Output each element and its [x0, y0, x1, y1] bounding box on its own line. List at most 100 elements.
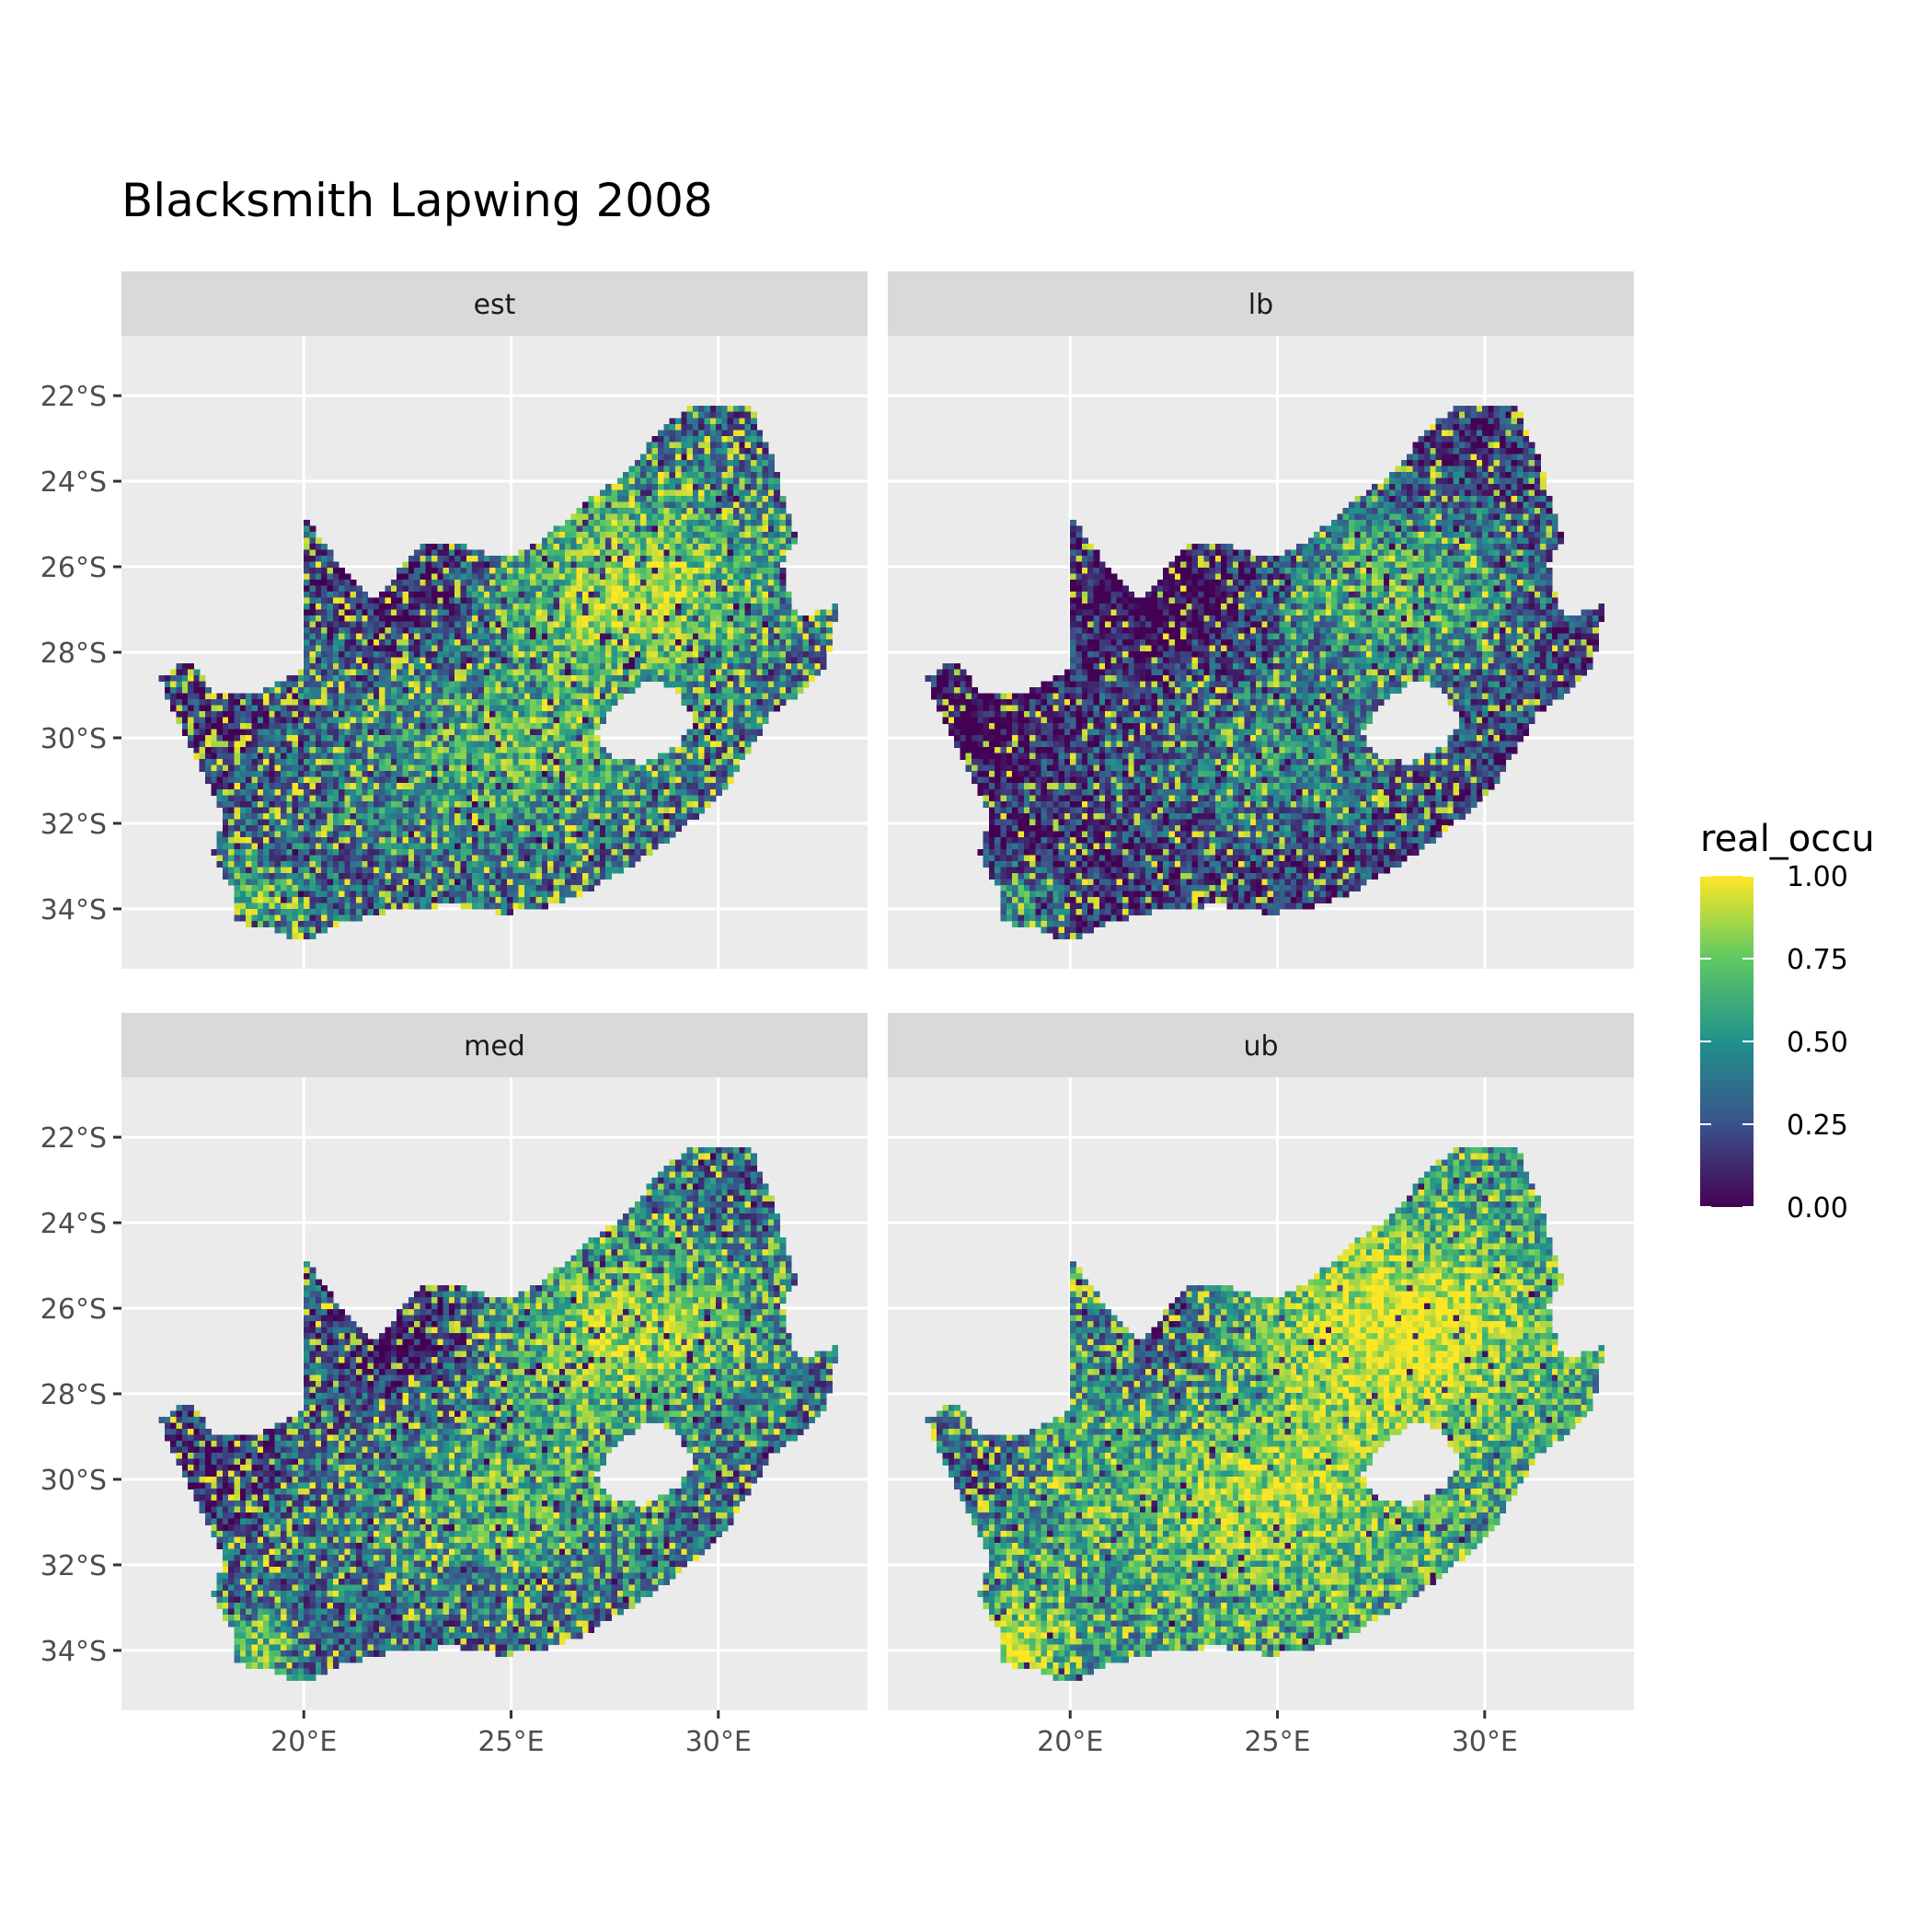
raster-cell: [437, 604, 444, 611]
raster-cell: [443, 604, 450, 611]
raster-cell: [420, 765, 427, 772]
raster-cell: [222, 717, 229, 724]
raster-cell: [646, 471, 653, 478]
raster-cell: [222, 795, 229, 802]
raster-cell: [390, 831, 397, 838]
raster-cell: [616, 800, 624, 808]
raster-cell: [315, 771, 322, 778]
raster-cell: [176, 693, 183, 700]
raster-cell: [767, 477, 775, 485]
raster-cell: [477, 561, 485, 569]
raster-cell: [605, 561, 613, 569]
raster-cell: [611, 812, 618, 820]
raster-cell: [733, 501, 740, 509]
raster-cell: [512, 783, 520, 790]
raster-cell: [681, 800, 688, 808]
raster-cell: [623, 549, 630, 557]
raster-cell: [234, 747, 241, 754]
raster-cell: [425, 609, 432, 616]
raster-cell: [570, 687, 578, 695]
raster-cell: [385, 788, 392, 796]
raster-cell: [507, 663, 513, 671]
raster-cell: [327, 831, 334, 838]
raster-cell: [362, 843, 369, 850]
raster-cell: [512, 663, 520, 671]
raster-cell: [507, 604, 513, 611]
raster-cell: [431, 693, 438, 700]
raster-cell: [762, 477, 769, 485]
raster-cell: [367, 788, 374, 796]
raster-cell: [634, 681, 641, 688]
raster-cell: [339, 807, 345, 814]
raster-cell: [523, 843, 531, 850]
raster-cell: [658, 466, 664, 473]
raster-cell: [472, 759, 479, 766]
raster-cell: [646, 824, 653, 832]
raster-cell: [640, 568, 647, 575]
raster-cell: [547, 663, 555, 671]
raster-cell: [385, 753, 392, 760]
raster-cell: [483, 580, 490, 587]
raster-cell: [523, 573, 531, 581]
raster-cell: [616, 675, 624, 683]
raster-cell: [553, 747, 560, 754]
raster-cell: [472, 836, 479, 844]
raster-cell: [448, 747, 455, 754]
raster-cell: [616, 776, 624, 784]
raster-cell: [809, 633, 815, 640]
raster-cell: [709, 645, 717, 652]
raster-cell: [616, 836, 624, 844]
raster-cell: [425, 615, 432, 623]
raster-cell: [321, 836, 328, 844]
raster-cell: [339, 800, 345, 808]
raster-cell: [814, 657, 822, 664]
raster-cell: [750, 657, 757, 664]
raster-cell: [809, 663, 815, 671]
raster-cell: [588, 795, 595, 802]
raster-cell: [616, 543, 624, 550]
raster-cell: [820, 627, 827, 635]
raster-cell: [356, 729, 362, 736]
raster-cell: [408, 812, 415, 820]
facet-panel-est: est: [121, 271, 868, 969]
raster-cell: [628, 771, 636, 778]
raster-cell: [339, 795, 345, 802]
raster-cell: [274, 723, 282, 730]
raster-cell: [698, 483, 706, 490]
raster-cell: [658, 651, 664, 659]
raster-cell: [402, 597, 409, 604]
raster-cell: [640, 580, 647, 587]
raster-cell: [565, 549, 571, 557]
raster-cell: [188, 729, 194, 736]
raster-cell: [750, 609, 757, 616]
raster-cell: [472, 747, 479, 754]
raster-cell: [634, 597, 641, 604]
raster-cell: [460, 687, 467, 695]
raster-cell: [414, 568, 420, 575]
raster-cell: [669, 621, 676, 628]
raster-cell: [611, 627, 618, 635]
raster-cell: [397, 711, 404, 719]
raster-cell: [315, 573, 322, 581]
raster-cell: [565, 788, 571, 796]
raster-cell: [605, 525, 613, 533]
raster-cell: [477, 807, 485, 814]
raster-cell: [408, 699, 415, 707]
raster-cell: [762, 454, 769, 461]
raster-cell: [686, 580, 694, 587]
raster-cell: [547, 592, 555, 599]
raster-cell: [646, 477, 653, 485]
raster-cell: [414, 580, 420, 587]
raster-cell: [523, 621, 531, 628]
raster-cell: [477, 597, 485, 604]
raster-cell: [616, 843, 624, 850]
raster-cell: [443, 663, 450, 671]
raster-cell: [774, 519, 781, 526]
raster-cell: [414, 592, 420, 599]
raster-cell: [704, 604, 711, 611]
raster-cell: [623, 531, 630, 538]
raster-cell: [669, 765, 676, 772]
raster-cell: [443, 836, 450, 844]
raster-cell: [779, 507, 787, 514]
raster-cell: [460, 753, 467, 760]
